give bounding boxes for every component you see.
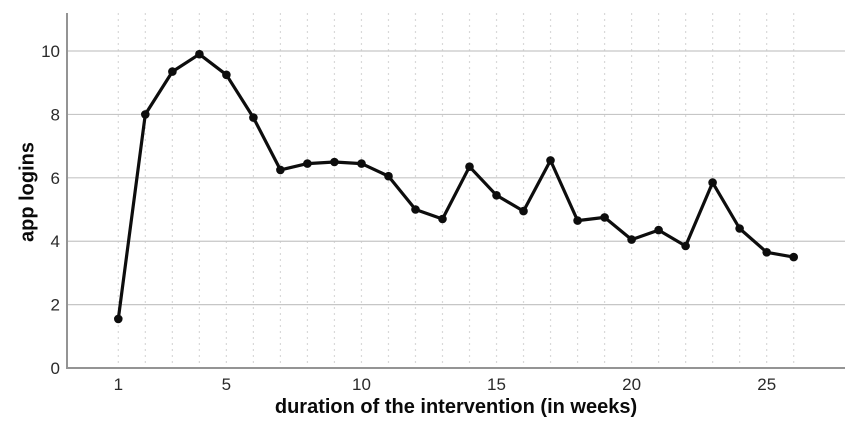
data-point — [330, 157, 339, 167]
y-tick-label: 4 — [51, 232, 60, 251]
data-point — [249, 113, 258, 122]
y-tick-label: 10 — [41, 42, 60, 61]
data-point — [276, 165, 285, 175]
x-tick-label: 25 — [757, 375, 776, 394]
data-point — [384, 171, 393, 181]
x-axis-title: duration of the intervention (in weeks) — [274, 396, 638, 418]
y-axis-title: app logins — [16, 142, 39, 242]
data-point — [789, 252, 798, 262]
data-point — [681, 241, 690, 251]
y-tick-label: 0 — [51, 359, 60, 378]
data-point — [114, 314, 123, 324]
data-point — [546, 156, 555, 165]
x-tick-label: 1 — [114, 375, 123, 394]
data-point — [465, 162, 474, 171]
data-point — [141, 110, 150, 119]
data-point — [438, 214, 447, 224]
data-point — [411, 205, 420, 214]
y-tick-label: 2 — [51, 296, 60, 315]
data-point — [654, 225, 663, 235]
series-layer — [114, 49, 798, 324]
data-point — [762, 248, 771, 257]
data-point — [168, 67, 177, 76]
x-tick-label: 15 — [487, 375, 506, 394]
x-tick-label: 10 — [352, 375, 371, 394]
data-point — [519, 206, 528, 216]
data-point — [627, 235, 636, 244]
data-point — [573, 216, 582, 225]
data-point — [357, 159, 366, 168]
series-line — [116, 52, 796, 321]
data-point — [600, 213, 609, 222]
x-tick-label: 5 — [222, 375, 231, 394]
data-point — [222, 70, 231, 80]
data-point — [195, 49, 204, 59]
data-point — [492, 191, 501, 200]
axes-layer — [66, 13, 845, 369]
data-point — [303, 159, 312, 168]
data-point — [708, 178, 717, 187]
y-tick-label: 6 — [51, 169, 60, 188]
x-tick-label: 20 — [622, 375, 641, 394]
y-tick-label: 8 — [51, 105, 60, 124]
data-point — [735, 224, 744, 233]
